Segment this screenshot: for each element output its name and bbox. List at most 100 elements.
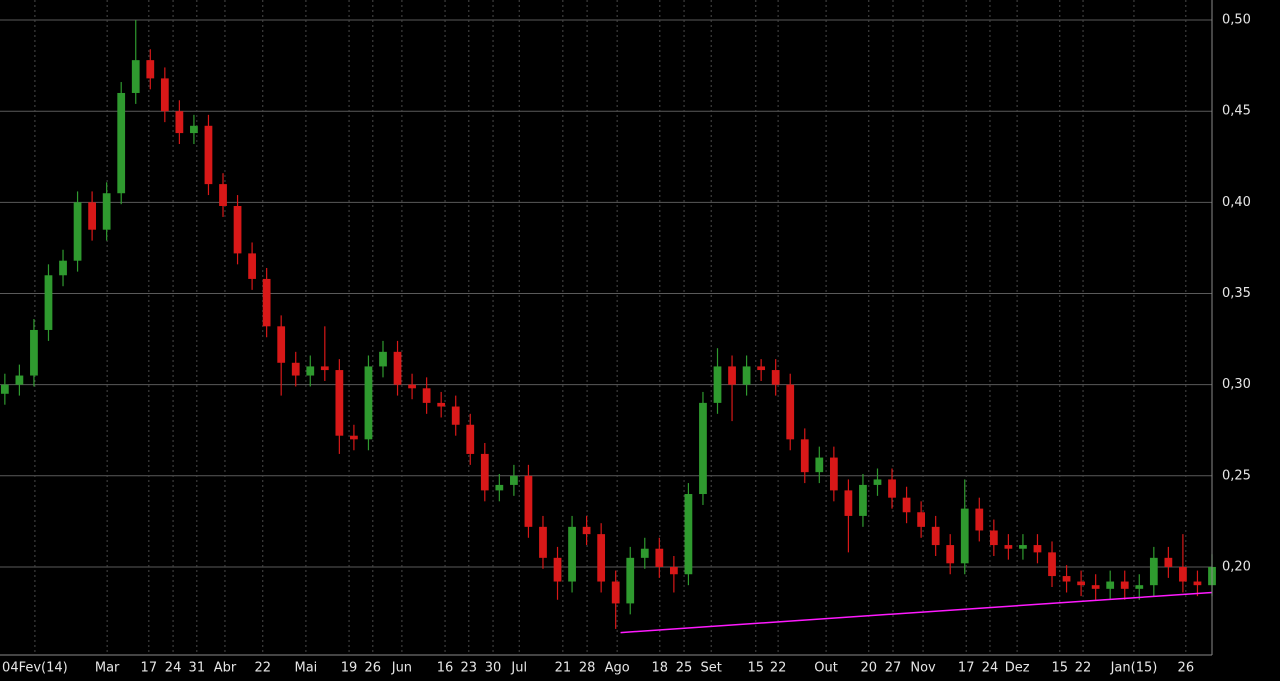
y-tick-label: 0,45 [1222,104,1251,119]
candle-body [757,366,766,371]
candle-body [960,508,969,564]
x-tick-label: Jan(15) [1110,661,1158,676]
x-tick-label: Mar [95,661,120,676]
candle-body [495,484,504,491]
candle-body [437,402,446,407]
candle-body [190,125,198,134]
candle-body [1004,545,1013,549]
candle-body [59,260,67,276]
candle-body [1149,557,1158,586]
x-tick-label: 16 [437,661,454,676]
candle-body [844,490,853,516]
candle-body [160,78,169,112]
candle-body [131,60,140,93]
candle-body [728,366,736,385]
candle-body [451,406,460,425]
candle-body [771,370,780,385]
candle-body [1106,581,1115,589]
candle-body [175,111,184,134]
candle-body [815,457,824,473]
x-tick-label: 19 [341,661,358,676]
candle-body [1164,557,1173,567]
x-tick-label: 24 [982,661,999,676]
candle-body [582,526,591,535]
candle-body [1033,545,1042,553]
candle-body [1019,545,1027,549]
plot [0,20,1216,634]
candle-body [73,202,82,261]
x-tick-label: Mai [295,661,318,676]
candle-body [117,92,126,194]
x-tick-label: 26 [365,661,382,676]
x-tick-label: 15 [748,661,765,676]
candle-body [829,457,838,491]
x-tick-label: 22 [770,661,787,676]
candle-body [320,366,329,371]
x-tick-label: 15 [1051,661,1068,676]
candle-body [539,526,547,558]
candle-body [946,545,955,564]
candle-body [262,278,271,327]
y-tick-label: 0,40 [1222,195,1251,210]
y-tick-label: 0,30 [1222,377,1251,392]
y-tick-label: 0,25 [1222,468,1251,483]
x-tick-label: 31 [189,661,206,676]
candle-body [277,326,286,363]
candle-body [30,329,38,376]
x-tick-label: Out [814,661,838,676]
candle-body [146,60,155,79]
x-tick-label: Abr [214,661,237,676]
x-tick-label: 22 [254,661,271,676]
x-tick-label: Set [701,661,722,676]
candle-body [684,494,693,575]
x-tick-label: 17 [958,661,975,676]
candle-body [44,275,53,330]
candle-body [233,205,242,254]
candle-body [742,366,751,385]
candle-body [15,375,24,385]
x-tick-label: 27 [885,661,902,676]
x-tick-label: Ago [605,661,630,676]
candle-body [102,193,111,230]
candle-body [931,526,940,546]
x-tick-label: 21 [555,661,572,676]
candle-body [422,388,431,403]
candle-body [902,497,911,513]
candle-body [306,366,315,376]
candle-body [88,202,96,230]
candle-body [1135,585,1144,589]
candle-body [291,362,300,376]
x-tick-label: 26 [1178,661,1195,676]
x-tick-label: 30 [485,661,502,676]
candle-body [1193,581,1202,586]
candle-body [989,530,998,546]
candle-body [1120,581,1129,589]
candle-body [786,384,795,440]
candle-body [1179,566,1187,582]
x-tick-label: 23 [461,661,478,676]
candle-body [379,351,387,367]
y-tick-label: 0,35 [1222,286,1251,301]
x-tick-label: 24 [165,661,182,676]
candle-body [611,581,620,604]
candle-body [466,424,475,454]
candle-body [626,557,635,604]
candle-body [350,435,358,440]
candle-body [640,548,649,558]
y-tick-label: 0,50 [1222,13,1251,28]
x-tick-label: Dez [1005,661,1030,676]
candle-body [917,512,925,527]
x-tick-label: Nov [910,661,936,676]
candle-body [873,479,882,485]
candle-body [699,402,707,495]
candle-body [510,475,518,485]
x-tick-label: 28 [579,661,596,676]
candle-body [655,548,664,567]
candle-body [0,384,9,394]
trendline [620,591,1213,634]
candle-body [800,439,809,473]
candle-body [219,184,227,206]
candle-body [1077,581,1085,586]
candle-body [1091,585,1100,589]
